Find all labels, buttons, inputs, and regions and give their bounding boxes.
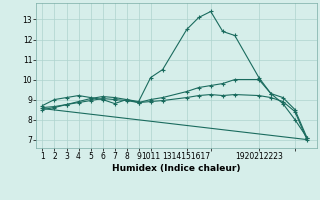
X-axis label: Humidex (Indice chaleur): Humidex (Indice chaleur): [112, 164, 241, 173]
